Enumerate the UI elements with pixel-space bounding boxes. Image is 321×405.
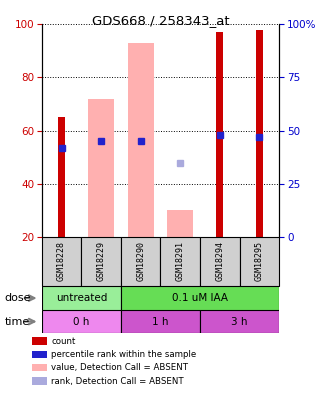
Bar	[121, 237, 160, 286]
Text: GDS668 / 258343_at: GDS668 / 258343_at	[92, 14, 229, 27]
Bar	[121, 310, 200, 333]
Text: GSM18295: GSM18295	[255, 241, 264, 281]
Bar	[42, 310, 121, 333]
Text: 0 h: 0 h	[73, 317, 90, 326]
Bar	[200, 237, 240, 286]
Text: untreated: untreated	[56, 293, 107, 303]
Bar	[121, 286, 279, 310]
Text: GSM18290: GSM18290	[136, 241, 145, 281]
Text: rank, Detection Call = ABSENT: rank, Detection Call = ABSENT	[51, 377, 184, 386]
Text: percentile rank within the sample: percentile rank within the sample	[51, 350, 196, 359]
Bar	[42, 286, 121, 310]
Bar	[81, 237, 121, 286]
Bar	[160, 237, 200, 286]
Bar	[58, 117, 65, 237]
Bar	[128, 43, 153, 237]
Text: time: time	[5, 317, 30, 326]
Text: GSM18228: GSM18228	[57, 241, 66, 281]
Bar	[216, 32, 223, 237]
Text: GSM18294: GSM18294	[215, 241, 224, 281]
Text: 1 h: 1 h	[152, 317, 169, 326]
Bar	[200, 310, 279, 333]
Bar	[256, 30, 263, 237]
Bar	[42, 237, 81, 286]
Bar	[240, 237, 279, 286]
Bar	[168, 210, 193, 237]
Text: GSM18229: GSM18229	[97, 241, 106, 281]
Text: count: count	[51, 337, 76, 345]
Text: value, Detection Call = ABSENT: value, Detection Call = ABSENT	[51, 363, 188, 372]
Text: dose: dose	[5, 293, 31, 303]
Text: GSM18291: GSM18291	[176, 241, 185, 281]
Text: 3 h: 3 h	[231, 317, 248, 326]
Text: 0.1 uM IAA: 0.1 uM IAA	[172, 293, 228, 303]
Bar	[88, 99, 114, 237]
